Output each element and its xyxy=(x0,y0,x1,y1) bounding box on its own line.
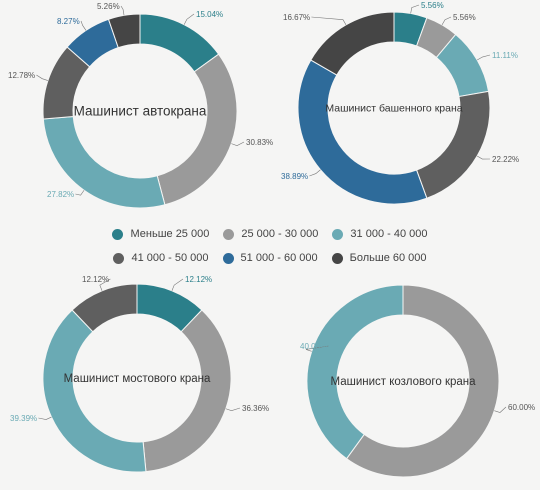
donut-slice[interactable] xyxy=(415,90,491,199)
donut-slice[interactable] xyxy=(345,284,500,478)
legend-item[interactable]: Меньше 25 000 xyxy=(112,228,209,240)
leader-line xyxy=(311,16,347,26)
legend-dot-icon xyxy=(112,228,124,240)
leader-line xyxy=(80,20,87,31)
legend-label: 31 000 - 40 000 xyxy=(350,228,428,240)
legend-item[interactable]: 31 000 - 40 000 xyxy=(332,228,428,240)
slice-percent-label: 12.12% xyxy=(185,275,212,284)
leader-line xyxy=(441,16,452,26)
slice-percent-label: 12.78% xyxy=(8,71,35,80)
leader-line xyxy=(225,407,241,412)
legend-dot-icon xyxy=(331,252,343,264)
leader-line xyxy=(183,13,195,25)
donut-slice[interactable] xyxy=(142,309,232,473)
slice-percent-label: 5.56% xyxy=(421,1,444,10)
slice-percent-label: 30.83% xyxy=(246,138,273,147)
leader-line xyxy=(309,169,321,177)
legend-item[interactable]: 25 000 - 30 000 xyxy=(223,228,318,240)
donut-slice[interactable] xyxy=(42,115,166,209)
leader-line xyxy=(75,190,85,196)
legend-dot-icon xyxy=(332,228,344,240)
donut-slice[interactable] xyxy=(71,283,138,333)
leader-line xyxy=(410,4,420,14)
donut-center-title: Машинист мостового крана xyxy=(64,373,211,385)
slice-percent-label: 16.67% xyxy=(283,13,310,22)
legend-row-1: Меньше 25 000 25 000 - 30 000 31 000 - 4… xyxy=(0,222,540,246)
slice-percent-label: 12.12% xyxy=(82,275,109,284)
slice-percent-label: 11.11% xyxy=(492,51,518,60)
donut-center-title: Машинист башенного крана xyxy=(325,103,462,115)
donut-center-title: Машинист автокрана xyxy=(74,104,207,119)
donut-slice[interactable] xyxy=(156,53,238,206)
legend-label: Меньше 25 000 xyxy=(130,228,210,240)
legend-item[interactable]: Больше 60 000 xyxy=(331,252,427,264)
slice-percent-label: 36.36% xyxy=(242,404,269,413)
leader-line xyxy=(477,54,491,61)
leader-line xyxy=(231,141,245,146)
slice-percent-label: 27.82% xyxy=(47,190,74,199)
leader-line xyxy=(36,74,48,81)
slice-percent-label: 15.04% xyxy=(196,10,223,19)
slice-percent-label: 5.26% xyxy=(97,2,120,11)
chart-legend: Меньше 25 000 25 000 - 30 000 31 000 - 4… xyxy=(0,222,540,270)
leader-line xyxy=(171,278,184,291)
leader-line xyxy=(494,406,507,413)
legend-dot-icon xyxy=(223,228,235,240)
slice-percent-label: 60.00% xyxy=(508,403,535,412)
slice-percent-label: 38.89% xyxy=(281,172,308,181)
donut-slice[interactable] xyxy=(297,59,428,205)
donut-slice[interactable] xyxy=(310,11,395,76)
legend-dot-icon xyxy=(113,252,125,264)
legend-label: Больше 60 000 xyxy=(349,252,427,264)
donut-slice[interactable] xyxy=(107,13,141,49)
donut-slice[interactable] xyxy=(306,284,404,460)
legend-label: 51 000 - 60 000 xyxy=(240,252,318,264)
donut-center-title: Машинист козлового крана xyxy=(330,376,476,388)
legend-item[interactable]: 51 000 - 60 000 xyxy=(222,252,318,264)
slice-percent-label: 22.22% xyxy=(492,155,519,164)
leader-line xyxy=(476,155,491,160)
legend-dot-icon xyxy=(222,252,234,264)
legend-label: 41 000 - 50 000 xyxy=(131,252,209,264)
slice-percent-label: 5.56% xyxy=(453,13,476,22)
leader-line xyxy=(120,5,125,16)
slice-percent-label: 39.39% xyxy=(10,414,37,423)
legend-row-2: 41 000 - 50 000 51 000 - 60 000 Больше 6… xyxy=(0,246,540,270)
slice-percent-label: 8.27% xyxy=(57,17,80,26)
legend-item[interactable]: 41 000 - 50 000 xyxy=(113,252,209,264)
legend-label: 25 000 - 30 000 xyxy=(241,228,319,240)
donut-slice[interactable] xyxy=(42,309,147,473)
leader-line xyxy=(38,416,52,420)
